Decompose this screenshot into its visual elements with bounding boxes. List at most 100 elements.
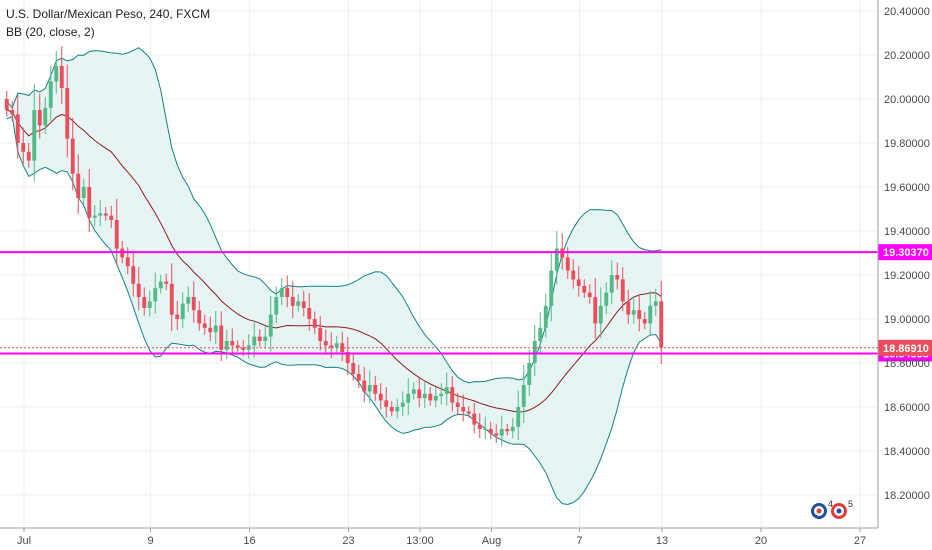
candle bbox=[191, 281, 196, 323]
band-fill bbox=[6, 47, 662, 505]
candle bbox=[620, 267, 625, 312]
candle-body bbox=[521, 385, 526, 407]
candle-body bbox=[114, 220, 119, 249]
candle-body bbox=[593, 297, 598, 324]
candle-body bbox=[582, 286, 587, 293]
candle bbox=[604, 282, 609, 315]
logo-icon: 4 5 bbox=[811, 499, 853, 519]
candle-body bbox=[334, 343, 339, 348]
candle-body bbox=[538, 327, 543, 341]
candle-body bbox=[252, 336, 257, 346]
candle bbox=[516, 390, 521, 441]
candle-body bbox=[125, 257, 130, 267]
candle bbox=[648, 291, 653, 336]
candle bbox=[510, 418, 515, 439]
candle-body bbox=[527, 363, 532, 385]
candle bbox=[268, 295, 273, 352]
candle bbox=[15, 94, 20, 159]
candle-body bbox=[290, 297, 295, 306]
candle bbox=[81, 178, 86, 205]
candle bbox=[334, 335, 339, 354]
candle bbox=[147, 290, 152, 317]
candle-body bbox=[263, 336, 268, 341]
candle bbox=[301, 290, 306, 317]
candle-body bbox=[631, 310, 636, 315]
candle bbox=[477, 413, 482, 438]
candle-body bbox=[318, 327, 323, 341]
candle-body bbox=[389, 407, 394, 412]
candle bbox=[417, 377, 422, 408]
candle bbox=[642, 311, 647, 330]
candle-body bbox=[268, 314, 273, 337]
candle-body bbox=[208, 327, 213, 333]
candle bbox=[37, 93, 42, 139]
candle-body bbox=[307, 308, 312, 319]
candle bbox=[59, 45, 64, 105]
candle-body bbox=[351, 363, 356, 374]
candle-body bbox=[620, 279, 625, 302]
candle bbox=[26, 143, 31, 168]
candle bbox=[87, 169, 92, 233]
candle bbox=[571, 259, 576, 289]
candle-body bbox=[81, 187, 86, 198]
candle-body bbox=[626, 301, 631, 315]
candle-body bbox=[340, 343, 345, 352]
candle-body bbox=[587, 292, 592, 297]
candle-body bbox=[406, 393, 411, 403]
candle bbox=[323, 329, 328, 355]
candle-body bbox=[98, 213, 103, 216]
candle bbox=[92, 205, 97, 227]
candle bbox=[461, 394, 466, 422]
candle bbox=[274, 286, 279, 324]
x-tick-label: 16 bbox=[243, 535, 255, 547]
candle-body bbox=[142, 297, 147, 308]
legend: U.S. Dollar/Mexican Peso, 240, FXCM BB (… bbox=[6, 5, 210, 41]
candle bbox=[598, 287, 603, 339]
x-tick-label: Jul bbox=[17, 535, 31, 547]
candle bbox=[532, 324, 537, 376]
candle bbox=[285, 275, 290, 308]
chart-title: U.S. Dollar/Mexican Peso, 240, FXCM bbox=[6, 7, 211, 21]
candle-body bbox=[92, 215, 97, 218]
candle bbox=[4, 90, 9, 117]
y-tick-label: 19.60000 bbox=[884, 182, 930, 194]
y-tick-label: 20.40000 bbox=[884, 6, 930, 18]
candle bbox=[32, 83, 37, 182]
price-axis[interactable]: 20.40000 20.20000 20.00000 19.80000 19.60000… bbox=[877, 0, 930, 528]
candle bbox=[527, 349, 532, 396]
candle bbox=[626, 289, 631, 324]
candle bbox=[367, 370, 372, 404]
candle-body bbox=[175, 314, 180, 319]
candle bbox=[21, 127, 26, 165]
x-tick-label: 13:00 bbox=[406, 535, 434, 547]
y-tick-label: 19.00000 bbox=[884, 314, 930, 326]
candle-body bbox=[191, 297, 196, 311]
candle-body bbox=[565, 257, 570, 271]
candle-body bbox=[411, 389, 416, 394]
candle bbox=[10, 101, 15, 122]
candle-body bbox=[241, 347, 246, 350]
candle-body bbox=[653, 301, 658, 306]
candle bbox=[637, 294, 642, 332]
y-tick-label: 18.60000 bbox=[884, 402, 930, 414]
y-tick-label: 19.40000 bbox=[884, 226, 930, 238]
candle-body bbox=[373, 385, 378, 394]
candle bbox=[356, 364, 361, 389]
candle-body bbox=[428, 393, 433, 401]
time-axis[interactable]: Jul 9 16 23 13:00 Aug 7 13 20 27 bbox=[0, 527, 878, 547]
candle bbox=[538, 312, 543, 354]
candle-body bbox=[422, 393, 427, 399]
candle bbox=[186, 286, 191, 313]
y-tick-label: 19.80000 bbox=[884, 138, 930, 150]
candle-body bbox=[466, 411, 471, 414]
candle bbox=[582, 279, 587, 298]
candle-body bbox=[384, 400, 389, 407]
candle bbox=[103, 206, 108, 221]
candle bbox=[433, 387, 438, 408]
candle bbox=[422, 381, 427, 409]
candle bbox=[312, 311, 317, 334]
candle-body bbox=[76, 173, 81, 198]
